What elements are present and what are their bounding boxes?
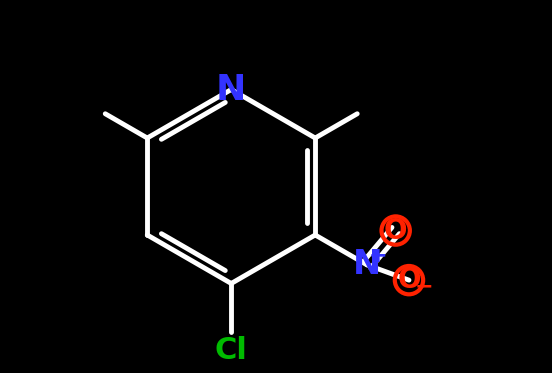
Text: O: O: [384, 217, 407, 245]
Text: Cl: Cl: [215, 336, 248, 365]
Text: O: O: [397, 266, 421, 294]
Text: N: N: [216, 72, 246, 107]
Text: N: N: [353, 248, 381, 281]
Text: +: +: [369, 245, 388, 266]
Text: −: −: [415, 277, 433, 297]
